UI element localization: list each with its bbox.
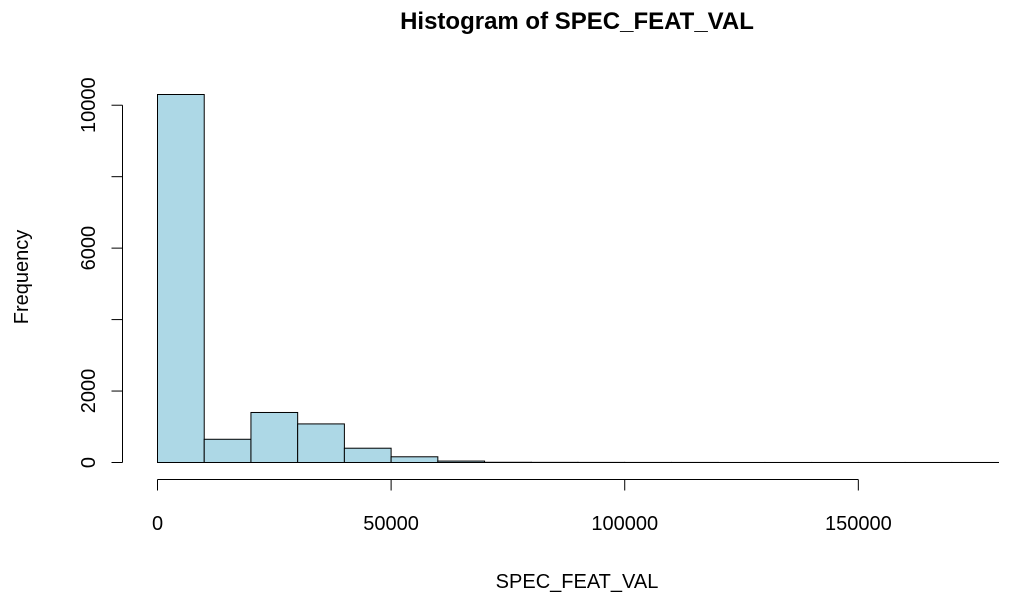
- y-axis-label: Frequency: [11, 230, 33, 325]
- histogram-bar-6: [437, 460, 486, 463]
- x-tick-label-3: 150000: [825, 513, 892, 535]
- y-tick-label-1: 2000: [78, 369, 100, 414]
- histogram-bar-1: [203, 438, 252, 464]
- x-axis-label: SPEC_FEAT_VAL: [496, 571, 659, 593]
- histogram-bars: [157, 94, 999, 464]
- y-tick-label-5: 10000: [78, 77, 100, 133]
- histogram-bar-2: [250, 411, 299, 464]
- x-tick-label-1: 50000: [363, 513, 419, 535]
- x-tick-label-0: 0: [152, 513, 163, 535]
- x-axis: 0 50000 100000 150000: [152, 479, 892, 535]
- y-axis: 0 2000 6000 10000: [78, 77, 123, 468]
- histogram-bar-5: [390, 456, 439, 464]
- y-tick-label-0: 0: [78, 457, 100, 468]
- chart-title: Histogram of SPEC_FEAT_VAL: [400, 8, 754, 35]
- histogram-bar-3: [297, 423, 345, 464]
- histogram-bar-4: [343, 447, 392, 464]
- x-tick-label-2: 100000: [591, 513, 658, 535]
- histogram-bar-0: [157, 94, 205, 463]
- y-tick-label-3: 6000: [78, 226, 100, 271]
